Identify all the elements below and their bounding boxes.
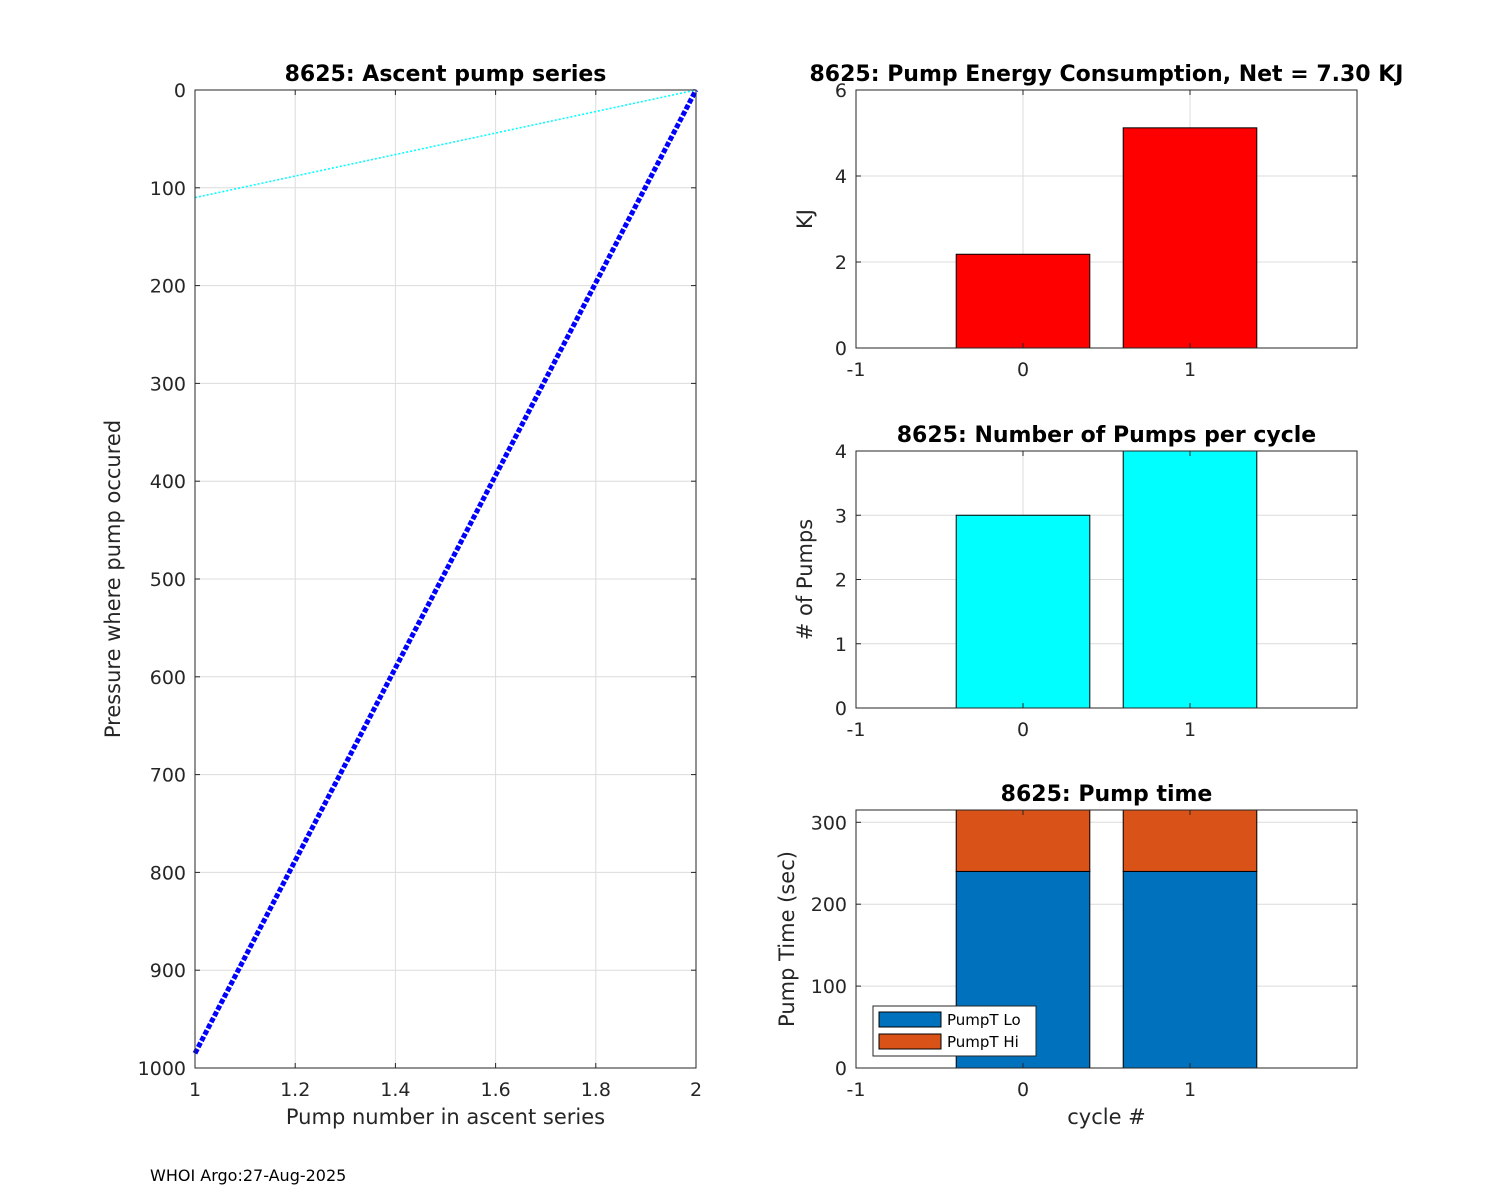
bar-0	[955, 253, 1091, 349]
y-tick-label: 300	[150, 373, 186, 395]
x-tick-label: 1.4	[380, 1079, 410, 1101]
series-line-1	[192, 88, 699, 1055]
y-tick-label: 3	[835, 505, 847, 527]
y-tick-label: 2	[835, 252, 847, 274]
x-tick-label: 1.8	[581, 1079, 611, 1101]
y-tick-label: 200	[811, 894, 847, 916]
y-tick-label: 200	[150, 276, 186, 298]
y-tick-label: 800	[150, 862, 186, 884]
y-tick-label: 0	[835, 1058, 847, 1080]
x-tick-label: 1	[1184, 1079, 1196, 1101]
footer-text: WHOI Argo:27-Aug-2025	[150, 1166, 347, 1185]
x-tick-label: 1.6	[480, 1079, 510, 1101]
y-axis-label: Pressure where pump occured	[101, 420, 125, 738]
chart-0: 1 1.2 1.4 1.6 1.8 2 0 100 200 300 400 500 600 700 800 9…	[101, 62, 702, 1129]
plot-area	[856, 90, 1357, 348]
y-tick-label: 100	[150, 178, 186, 200]
y-axis-label: KJ	[793, 209, 817, 229]
y-tick-label: 0	[835, 698, 847, 720]
y-tick-label: 600	[150, 667, 186, 689]
x-tick-label: 0	[1017, 359, 1029, 381]
y-tick-label: 100	[811, 976, 847, 998]
y-tick-label: 1000	[138, 1058, 186, 1080]
x-tick-label: -1	[847, 719, 866, 741]
bar-0	[955, 514, 1091, 709]
y-tick-label: 400	[150, 471, 186, 493]
y-tick-label: 4	[835, 166, 847, 188]
x-tick-label: 1	[1184, 359, 1196, 381]
x-tick-label: 2	[690, 1079, 702, 1101]
chart-title: 8625: Ascent pump series	[285, 62, 607, 87]
legend-swatch-0	[878, 1011, 942, 1028]
chart-title: 8625: Number of Pumps per cycle	[897, 423, 1316, 448]
y-axis-label: Pump Time (sec)	[775, 851, 799, 1027]
series-line-0	[194, 89, 697, 199]
x-tick-label: 1.2	[280, 1079, 310, 1101]
legend-swatch-1	[878, 1033, 942, 1050]
y-tick-label: 6	[835, 80, 847, 102]
chart-title: 8625: Pump time	[1001, 782, 1213, 807]
x-tick-label: -1	[847, 359, 866, 381]
x-tick-label: 0	[1017, 1079, 1029, 1101]
y-tick-label: 1	[835, 634, 847, 656]
bar-1	[1122, 450, 1258, 709]
bar-1	[1122, 127, 1258, 349]
x-tick-label: 1	[189, 1079, 201, 1101]
y-axis-label: # of Pumps	[793, 519, 817, 641]
x-tick-label: -1	[847, 1079, 866, 1101]
chart-title: 8625: Pump Energy Consumption, Net = 7.3…	[810, 62, 1404, 87]
legend-label-1: PumpT Hi	[947, 1033, 1019, 1051]
y-tick-label: 4	[835, 441, 847, 463]
x-axis-label: Pump number in ascent series	[286, 1105, 605, 1129]
y-tick-label: 700	[150, 765, 186, 787]
axes-box	[855, 809, 1358, 1069]
bar-pumpt-hi-1	[1122, 809, 1258, 872]
y-tick-label: 0	[174, 80, 186, 102]
x-axis-label: cycle #	[1067, 1105, 1146, 1129]
legend: PumpT Lo PumpT Hi	[872, 1005, 1037, 1057]
legend-label-0: PumpT Lo	[947, 1011, 1021, 1029]
bar-pumpt-lo-1	[1122, 870, 1258, 1069]
x-tick-label: 0	[1017, 719, 1029, 741]
y-tick-label: 2	[835, 570, 847, 592]
bar-pumpt-hi-0	[955, 809, 1091, 872]
y-tick-label: 900	[150, 960, 186, 982]
y-tick-label: 500	[150, 569, 186, 591]
y-tick-label: 300	[811, 812, 847, 834]
x-tick-label: 1	[1184, 719, 1196, 741]
axes-box	[855, 89, 1358, 349]
y-tick-label: 0	[835, 338, 847, 360]
